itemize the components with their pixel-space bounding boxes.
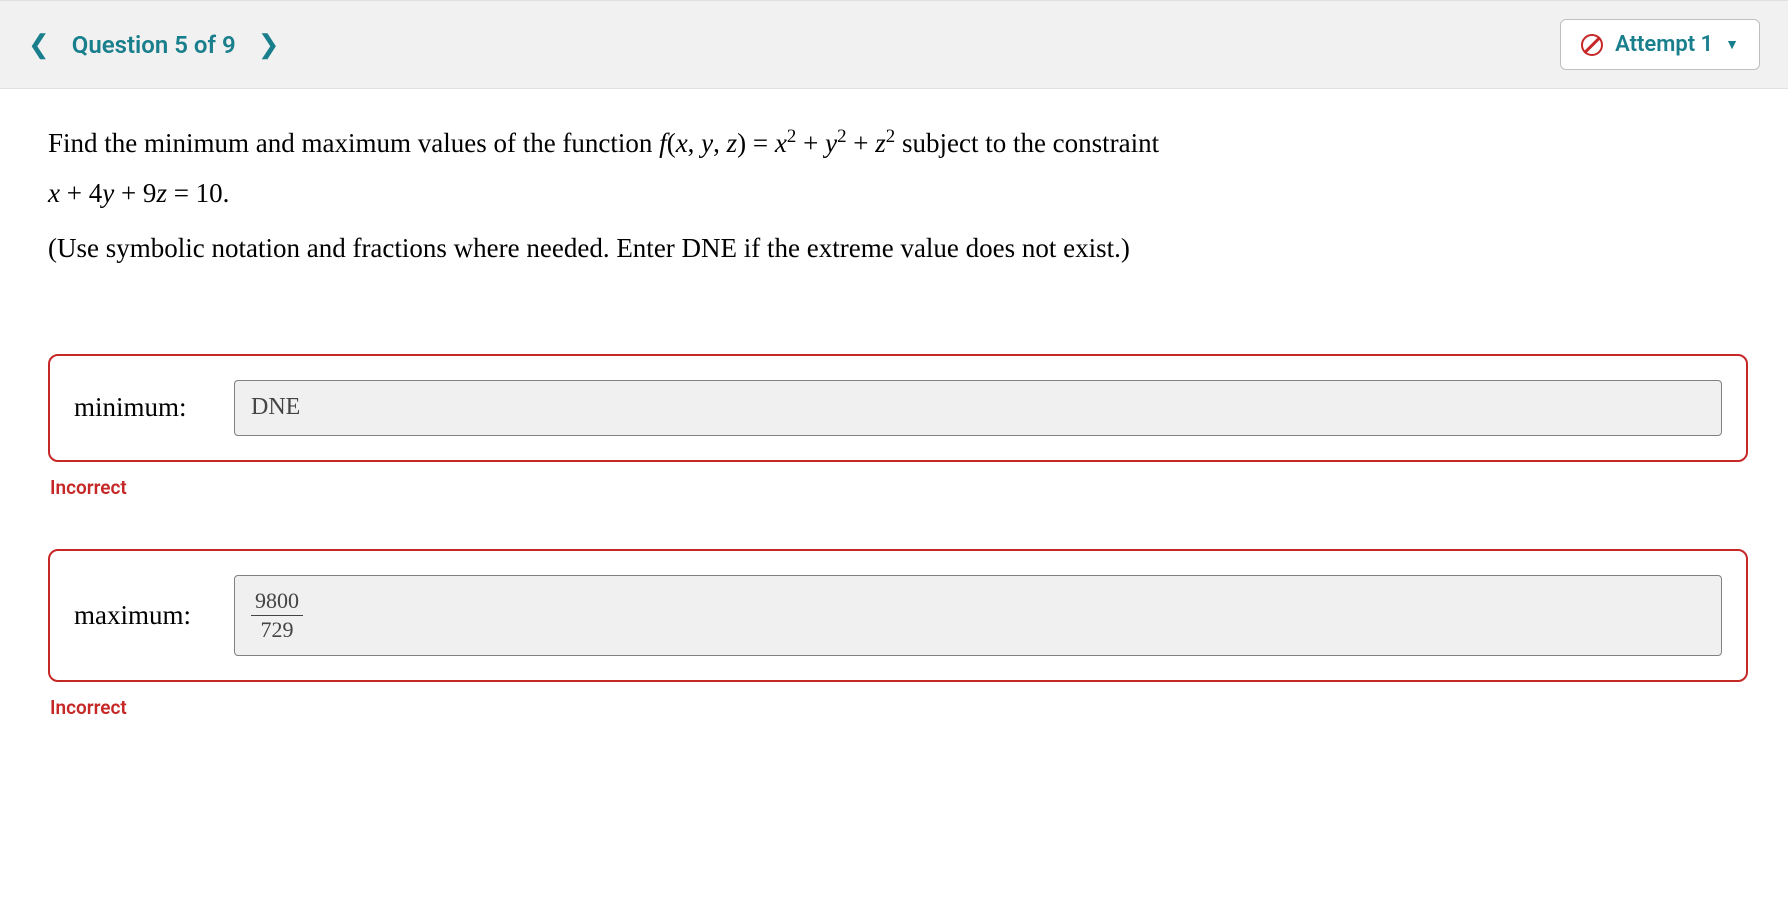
maximum-input[interactable]: 9800 729 [234, 575, 1722, 656]
function-args: (x, y, z) [667, 128, 746, 158]
minimum-answer-box: minimum: DNE [48, 354, 1748, 462]
forbidden-icon [1581, 34, 1603, 56]
nav-left: ❮ Question 5 of 9 ❯ [28, 30, 280, 60]
fraction-denominator: 729 [257, 616, 298, 643]
problem-intro: Find the minimum and maximum values of t… [48, 128, 659, 158]
problem-statement: Find the minimum and maximum values of t… [48, 119, 1748, 219]
minimum-feedback: Incorrect [50, 476, 1748, 499]
maximum-fraction: 9800 729 [251, 588, 303, 643]
chevron-down-icon: ▼ [1725, 36, 1739, 53]
minimum-value: DNE [251, 394, 300, 421]
maximum-label: maximum: [74, 600, 214, 631]
fraction-numerator: 9800 [251, 588, 303, 616]
problem-intro2: subject to the constraint [895, 128, 1159, 158]
minimum-input[interactable]: DNE [234, 380, 1722, 436]
attempt-label: Attempt 1 [1615, 32, 1713, 57]
attempt-dropdown[interactable]: Attempt 1 ▼ [1560, 19, 1760, 70]
problem-hint: (Use symbolic notation and fractions whe… [48, 233, 1748, 264]
maximum-answer-box: maximum: 9800 729 [48, 549, 1748, 682]
content-area: Find the minimum and maximum values of t… [0, 89, 1788, 759]
question-header: ❮ Question 5 of 9 ❯ Attempt 1 ▼ [0, 0, 1788, 89]
function-expression: x2 + y2 + z2 [775, 128, 895, 158]
constraint-equation: x + 4y + 9z = 10. [48, 178, 229, 208]
maximum-feedback: Incorrect [50, 696, 1748, 719]
function-name: f [659, 128, 667, 158]
prev-question-button[interactable]: ❮ [28, 30, 50, 60]
minimum-label: minimum: [74, 392, 214, 423]
next-question-button[interactable]: ❯ [258, 30, 280, 60]
question-number-label: Question 5 of 9 [72, 31, 236, 59]
equals-sign: = [746, 128, 775, 158]
